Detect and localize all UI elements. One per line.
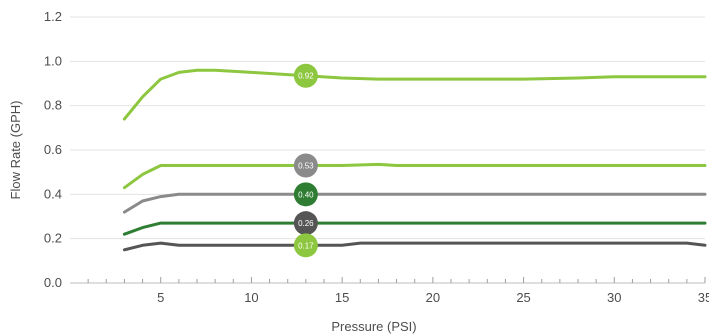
tick-labels: 0.0 0.2 0.4 0.6 0.8 1.0 1.2 5 10 15 20 25 30 35 [44, 9, 709, 305]
value-badge [293, 182, 318, 207]
value-badge-label: 0.92 [298, 72, 314, 81]
value-badge [293, 63, 318, 88]
value-badge [293, 153, 318, 178]
series-lines [122, 68, 707, 252]
value-badge [293, 211, 318, 236]
value-badge [293, 233, 318, 258]
y-tick-label: 0.6 [44, 142, 62, 157]
x-tick-label: 10 [244, 290, 258, 305]
x-tick-label: 35 [698, 290, 709, 305]
y-tick-label: 0.4 [44, 186, 62, 201]
value-badge-label: 0.26 [298, 219, 314, 228]
y-tick-label: 0.8 [44, 98, 62, 113]
x-axis-title: Pressure (PSI) [331, 319, 416, 334]
x-tick-label: 30 [607, 290, 621, 305]
series-line-2 [122, 162, 707, 190]
x-tick-label: 15 [335, 290, 349, 305]
y-tick-label: 1.2 [44, 9, 62, 24]
axes [70, 277, 706, 284]
y-tick-label: 0.2 [44, 231, 62, 246]
y-axis-title: Flow Rate (GPH) [8, 101, 23, 200]
value-badge-label: 0.40 [298, 190, 314, 199]
gridlines [70, 16, 705, 240]
series-line-3 [122, 192, 707, 214]
value-badges: 0.92 0.53 0.40 0.26 0.17 [293, 63, 318, 258]
y-tick-label: 1.0 [44, 53, 62, 68]
x-tick-label: 20 [426, 290, 440, 305]
series-line-4 [122, 221, 707, 236]
value-badge-label: 0.53 [298, 162, 314, 171]
x-tick-label: 5 [157, 290, 164, 305]
y-tick-label: 0.0 [44, 275, 62, 290]
value-badge-label: 0.17 [298, 241, 314, 250]
x-tick-label: 25 [516, 290, 530, 305]
series-line-5 [122, 241, 707, 252]
series-line-1 [122, 68, 707, 121]
